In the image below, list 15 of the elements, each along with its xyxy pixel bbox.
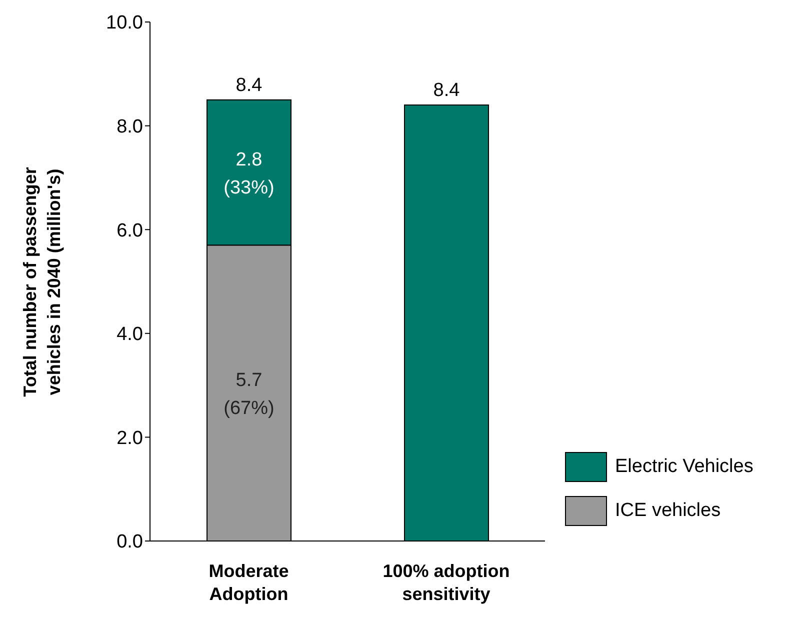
y-tick-label: 6.0 <box>116 220 143 242</box>
total-label: 8.4 <box>433 80 460 102</box>
y-tick-label: 10.0 <box>106 12 143 34</box>
y-tick-label: 8.0 <box>116 116 143 138</box>
legend-label: Electric Vehicles <box>615 456 754 478</box>
y-tick-label: 4.0 <box>116 324 143 346</box>
y-tick-label: 2.0 <box>116 428 143 449</box>
y-axis-title: Total number of passenger vehicles in 2040 (million's) <box>0 0 80 623</box>
data-label: 5.7 (67%) <box>224 370 274 419</box>
x-tick-label: Moderate Adoption <box>208 561 289 604</box>
data-label: 2.8 (33%) <box>224 149 274 198</box>
y-tick-label: 0.0 <box>116 532 143 553</box>
total-label: 8.4 <box>236 74 263 96</box>
x-tick-label: 100% adoption sensitivity <box>382 561 510 604</box>
legend-label: ICE vehicles <box>615 500 721 522</box>
